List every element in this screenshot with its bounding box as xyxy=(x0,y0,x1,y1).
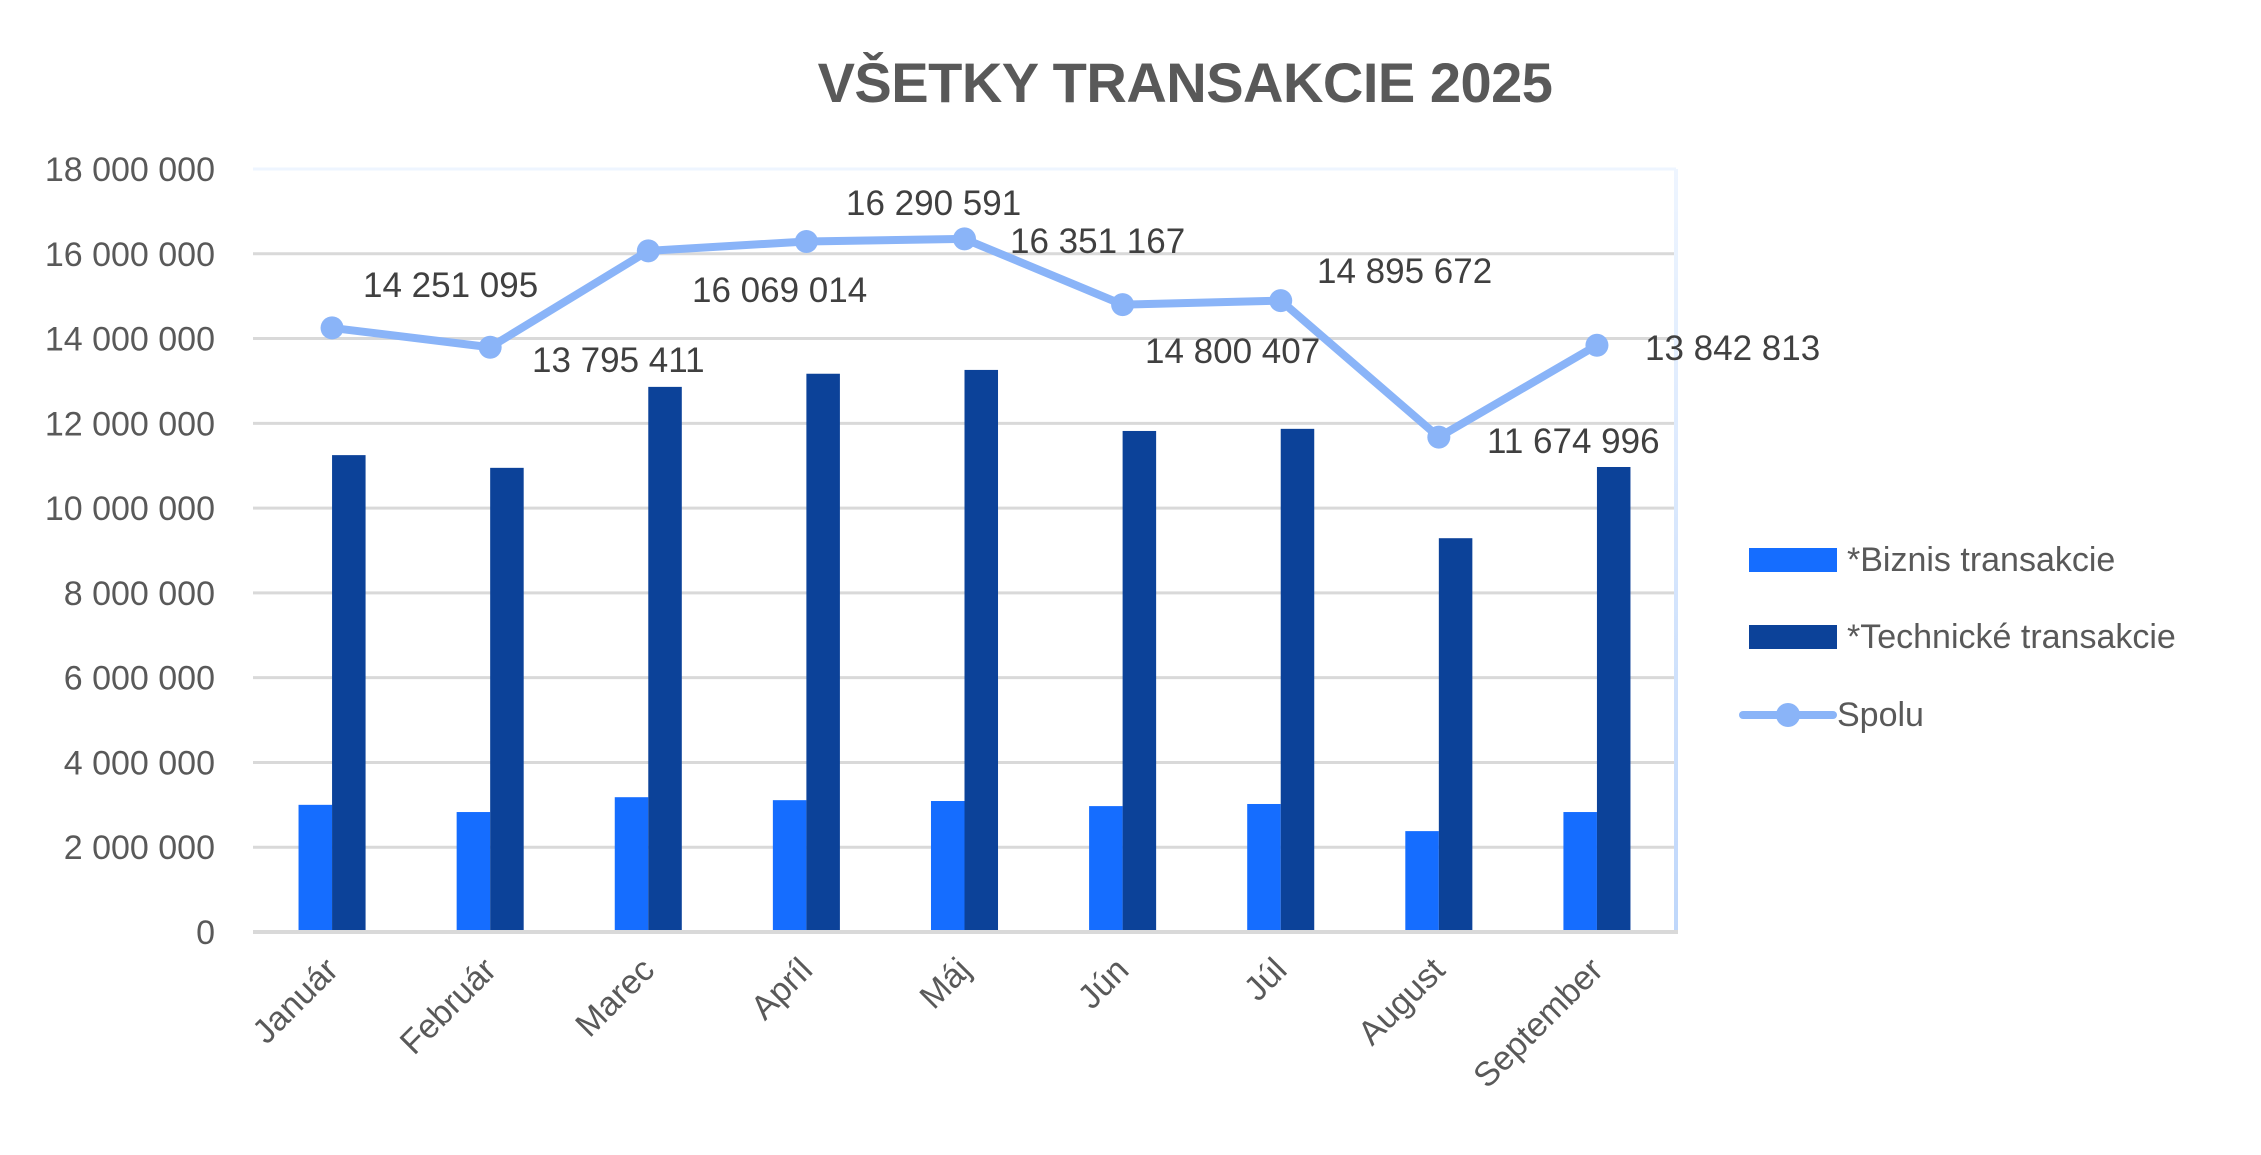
y-tick-label: 8 000 000 xyxy=(64,575,215,613)
x-tick-label: Júl xyxy=(1237,951,1295,1009)
x-tick-label: Máj xyxy=(913,951,979,1017)
x-axis: Január Február Marec Apríl Máj Jún Júl August Se… xyxy=(245,950,1610,1095)
line-marker xyxy=(1269,289,1293,313)
legend-line-marker-icon xyxy=(1739,700,1837,730)
legend-swatch-biznis xyxy=(1749,548,1837,572)
bar-biznis xyxy=(456,812,491,932)
bar-technicke xyxy=(1438,538,1473,932)
line-marker xyxy=(636,239,660,263)
y-tick-label: 12 000 000 xyxy=(45,405,215,443)
bar-biznis xyxy=(1405,831,1439,932)
bar-biznis xyxy=(1247,803,1281,932)
y-tick-label: 2 000 000 xyxy=(64,829,215,867)
data-label: 13 842 813 xyxy=(1645,329,1820,368)
total-line xyxy=(320,227,1609,449)
y-tick-label: 18 000 000 xyxy=(45,151,215,189)
bar-technicke xyxy=(648,386,682,932)
bar-biznis xyxy=(772,800,807,932)
bar-technicke xyxy=(332,455,366,932)
x-tick-label: Január xyxy=(245,951,345,1051)
x-tick-label: Jún xyxy=(1071,951,1137,1017)
y-tick-label: 16 000 000 xyxy=(45,236,215,274)
bar-biznis xyxy=(298,804,333,932)
data-label: 16 069 014 xyxy=(692,271,867,310)
bar-biznis xyxy=(1563,812,1597,932)
legend-item-biznis: *Biznis transakcie xyxy=(1749,530,2115,590)
y-axis: 0 2 000 000 4 000 000 6 000 000 8 000 000 10 … xyxy=(45,151,215,952)
y-tick-label: 4 000 000 xyxy=(64,744,215,782)
x-tick-label: August xyxy=(1351,950,1453,1052)
y-tick-label: 0 xyxy=(196,914,215,952)
bar-technicke xyxy=(1122,430,1157,932)
data-label: 16 290 591 xyxy=(846,184,1021,223)
line-marker xyxy=(953,227,976,251)
chart-title: VŠETKY TRANSAKCIE 2025 xyxy=(817,51,1553,114)
legend-label-biznis: *Biznis transakcie xyxy=(1847,540,2116,579)
data-label: 11 674 996 xyxy=(1487,422,1660,461)
bar-biznis xyxy=(930,801,965,932)
line-marker xyxy=(1585,333,1609,357)
legend-label-technicke: *Technické transakcie xyxy=(1847,617,2176,656)
bar-biznis xyxy=(614,797,649,932)
data-label: 14 895 672 xyxy=(1317,252,1492,291)
bar-technicke xyxy=(1280,428,1315,932)
y-tick-label: 10 000 000 xyxy=(45,490,215,528)
data-label: 14 251 095 xyxy=(363,266,538,305)
x-tick-label: Február xyxy=(393,951,504,1062)
y-tick-label: 14 000 000 xyxy=(45,321,215,359)
y-tick-label: 6 000 000 xyxy=(64,660,215,698)
legend-swatch-technicke xyxy=(1749,625,1837,649)
bars xyxy=(298,369,1631,932)
line-marker xyxy=(1111,293,1135,317)
line-marker xyxy=(320,316,344,340)
bar-technicke xyxy=(964,369,999,932)
legend-item-technicke: *Technické transakcie xyxy=(1749,607,2176,667)
legend-item-spolu: Spolu xyxy=(1739,685,1924,745)
data-label: 13 795 411 xyxy=(532,341,705,380)
line-marker xyxy=(794,229,818,253)
plot-border xyxy=(251,167,1678,934)
data-label: 16 351 167 xyxy=(1010,222,1185,261)
data-labels: 14 251 095 13 795 411 16 069 014 16 290 591… xyxy=(363,184,1820,461)
x-tick-label: Marec xyxy=(568,951,662,1045)
data-label: 14 800 407 xyxy=(1145,332,1320,371)
bar-technicke xyxy=(806,373,840,932)
legend-label-spolu: Spolu xyxy=(1837,695,1924,734)
bar-biznis xyxy=(1089,806,1123,932)
line-marker xyxy=(478,335,502,359)
x-tick-label: Apríl xyxy=(744,951,820,1027)
line-marker xyxy=(1427,425,1451,449)
bar-technicke xyxy=(490,467,524,932)
x-tick-label: September xyxy=(1466,951,1610,1095)
bar-technicke xyxy=(1596,466,1631,932)
